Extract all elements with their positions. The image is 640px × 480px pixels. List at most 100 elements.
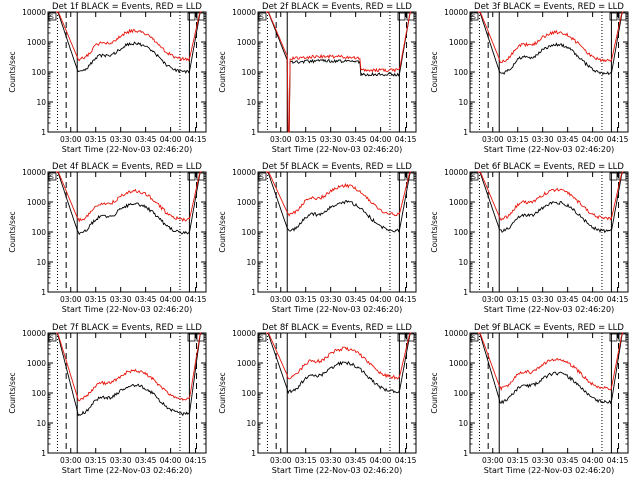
x-tick-label: 03:15	[85, 135, 107, 144]
x-tick-label: 03:30	[320, 456, 342, 465]
y-tick-label: 1000	[449, 198, 468, 207]
x-tick-label: 03:30	[532, 295, 554, 304]
x-tick-label: 03:00	[270, 295, 292, 304]
corner-marker-box	[406, 12, 415, 21]
lld-series-line	[477, 11, 624, 63]
x-tick-label: 04:15	[607, 135, 629, 144]
y-axis-label: Counts/sec	[8, 51, 17, 92]
corner-marker-box	[470, 172, 479, 181]
plot-frame	[47, 11, 207, 133]
y-tick-label: 10000	[22, 168, 46, 177]
x-tick-label: 03:30	[320, 135, 342, 144]
lld-series-line	[265, 11, 412, 133]
x-tick-label: 03:15	[85, 295, 107, 304]
corner-marker-box	[397, 172, 406, 181]
corner-marker-label: S	[260, 174, 264, 181]
x-tick-label: 03:15	[295, 295, 317, 304]
y-tick-label: 10000	[444, 329, 468, 338]
panel-1: Det 1f BLACK = Events, RED = LLD 1 10 100 10…	[8, 2, 207, 154]
x-tick-label: 03:45	[557, 456, 579, 465]
x-tick-label: 03:30	[320, 295, 342, 304]
y-tick-label: 100	[242, 389, 257, 398]
x-tick-label: 04:00	[160, 295, 182, 304]
plot-frame	[257, 11, 417, 133]
x-axis-label: Start Time (22-Nov-03 02:46:20)	[484, 466, 614, 475]
x-tick-label: 04:15	[185, 135, 207, 144]
x-tick-label: 04:15	[185, 456, 207, 465]
plot-frame	[257, 171, 417, 293]
x-tick-label: 03:00	[60, 295, 82, 304]
x-tick-label: 04:15	[395, 456, 417, 465]
corner-marker-label: S	[472, 335, 476, 342]
x-tick-label: 04:00	[582, 135, 604, 144]
events-series-line	[477, 11, 624, 76]
x-tick-label: 03:00	[270, 456, 292, 465]
x-tick-label: 04:15	[185, 295, 207, 304]
panel-title: Det 9f BLACK = Events, RED = LLD	[474, 323, 624, 333]
lld-series-line	[477, 332, 624, 392]
corner-marker-box	[258, 172, 267, 181]
lld-series-line	[265, 171, 412, 217]
x-axis-label: Start Time (22-Nov-03 02:46:20)	[484, 305, 614, 314]
x-tick-label: 04:15	[395, 135, 417, 144]
y-axis-label: Counts/sec	[218, 51, 227, 92]
y-tick-label: 10	[36, 258, 46, 267]
x-tick-label: 03:30	[532, 135, 554, 144]
y-axis-label: Counts/sec	[430, 211, 439, 252]
corner-marker-label: S	[260, 14, 264, 21]
lld-series-line	[265, 332, 412, 380]
y-tick-label: 100	[32, 68, 47, 77]
events-series-line	[55, 332, 202, 417]
y-tick-label: 1000	[237, 198, 256, 207]
y-tick-label: 100	[454, 228, 469, 237]
y-tick-label: 1000	[27, 198, 46, 207]
x-tick-label: 03:45	[135, 135, 157, 144]
y-tick-label: 10000	[232, 8, 256, 17]
x-axis-label: Start Time (22-Nov-03 02:46:20)	[62, 305, 192, 314]
y-tick-label: 1000	[449, 359, 468, 368]
corner-marker-label: S	[472, 174, 476, 181]
x-tick-label: 04:00	[582, 456, 604, 465]
y-tick-label: 10	[246, 419, 256, 428]
x-tick-label: 03:45	[345, 135, 367, 144]
panels-grid: Det 1f BLACK = Events, RED = LLD11010010…	[8, 2, 629, 475]
y-tick-label: 1000	[237, 38, 256, 47]
y-tick-label: 1000	[27, 359, 46, 368]
corner-marker-box	[258, 12, 267, 21]
x-tick-label: 03:30	[110, 456, 132, 465]
corner-marker-box	[48, 333, 57, 342]
x-tick-label: 03:30	[532, 456, 554, 465]
corner-marker-box	[397, 12, 406, 21]
y-tick-label: 100	[32, 389, 47, 398]
corner-marker-label: S	[50, 174, 54, 181]
y-tick-label: 1	[41, 449, 46, 458]
plot-frame	[469, 11, 629, 133]
x-tick-label: 03:00	[482, 295, 504, 304]
corner-marker-box	[470, 12, 479, 21]
x-tick-label: 03:45	[345, 295, 367, 304]
y-tick-label: 100	[454, 389, 469, 398]
y-tick-label: 1	[41, 128, 46, 137]
plot-frame	[47, 332, 207, 454]
y-axis-label: Counts/sec	[430, 372, 439, 413]
panel-8: Det 8f BLACK = Events, RED = LLD 1 10 100 10…	[218, 323, 417, 475]
y-tick-label: 10	[246, 98, 256, 107]
panel-6: Det 6f BLACK = Events, RED = LLD 1 10 100 10…	[430, 162, 629, 314]
x-tick-label: 03:15	[507, 456, 529, 465]
y-axis-label: Counts/sec	[218, 372, 227, 413]
y-tick-label: 1	[251, 128, 256, 137]
y-tick-label: 10	[36, 419, 46, 428]
panel-9: Det 9f BLACK = Events, RED = LLD 1 10 100 10…	[430, 323, 629, 475]
x-tick-label: 03:45	[345, 456, 367, 465]
y-tick-label: 1	[463, 288, 468, 297]
panel-7: Det 7f BLACK = Events, RED = LLD 1 10 100 10…	[8, 323, 207, 475]
corner-marker-box	[618, 12, 627, 21]
y-tick-label: 1	[41, 288, 46, 297]
x-tick-label: 04:00	[370, 295, 392, 304]
panel-4: Det 4f BLACK = Events, RED = LLD 1 10 100 10…	[8, 162, 207, 314]
x-tick-label: 03:15	[295, 456, 317, 465]
panel-title: Det 3f BLACK = Events, RED = LLD	[474, 2, 624, 12]
y-tick-label: 100	[242, 228, 257, 237]
panel-title: Det 2f BLACK = Events, RED = LLD	[262, 2, 412, 12]
y-axis-label: Counts/sec	[8, 211, 17, 252]
